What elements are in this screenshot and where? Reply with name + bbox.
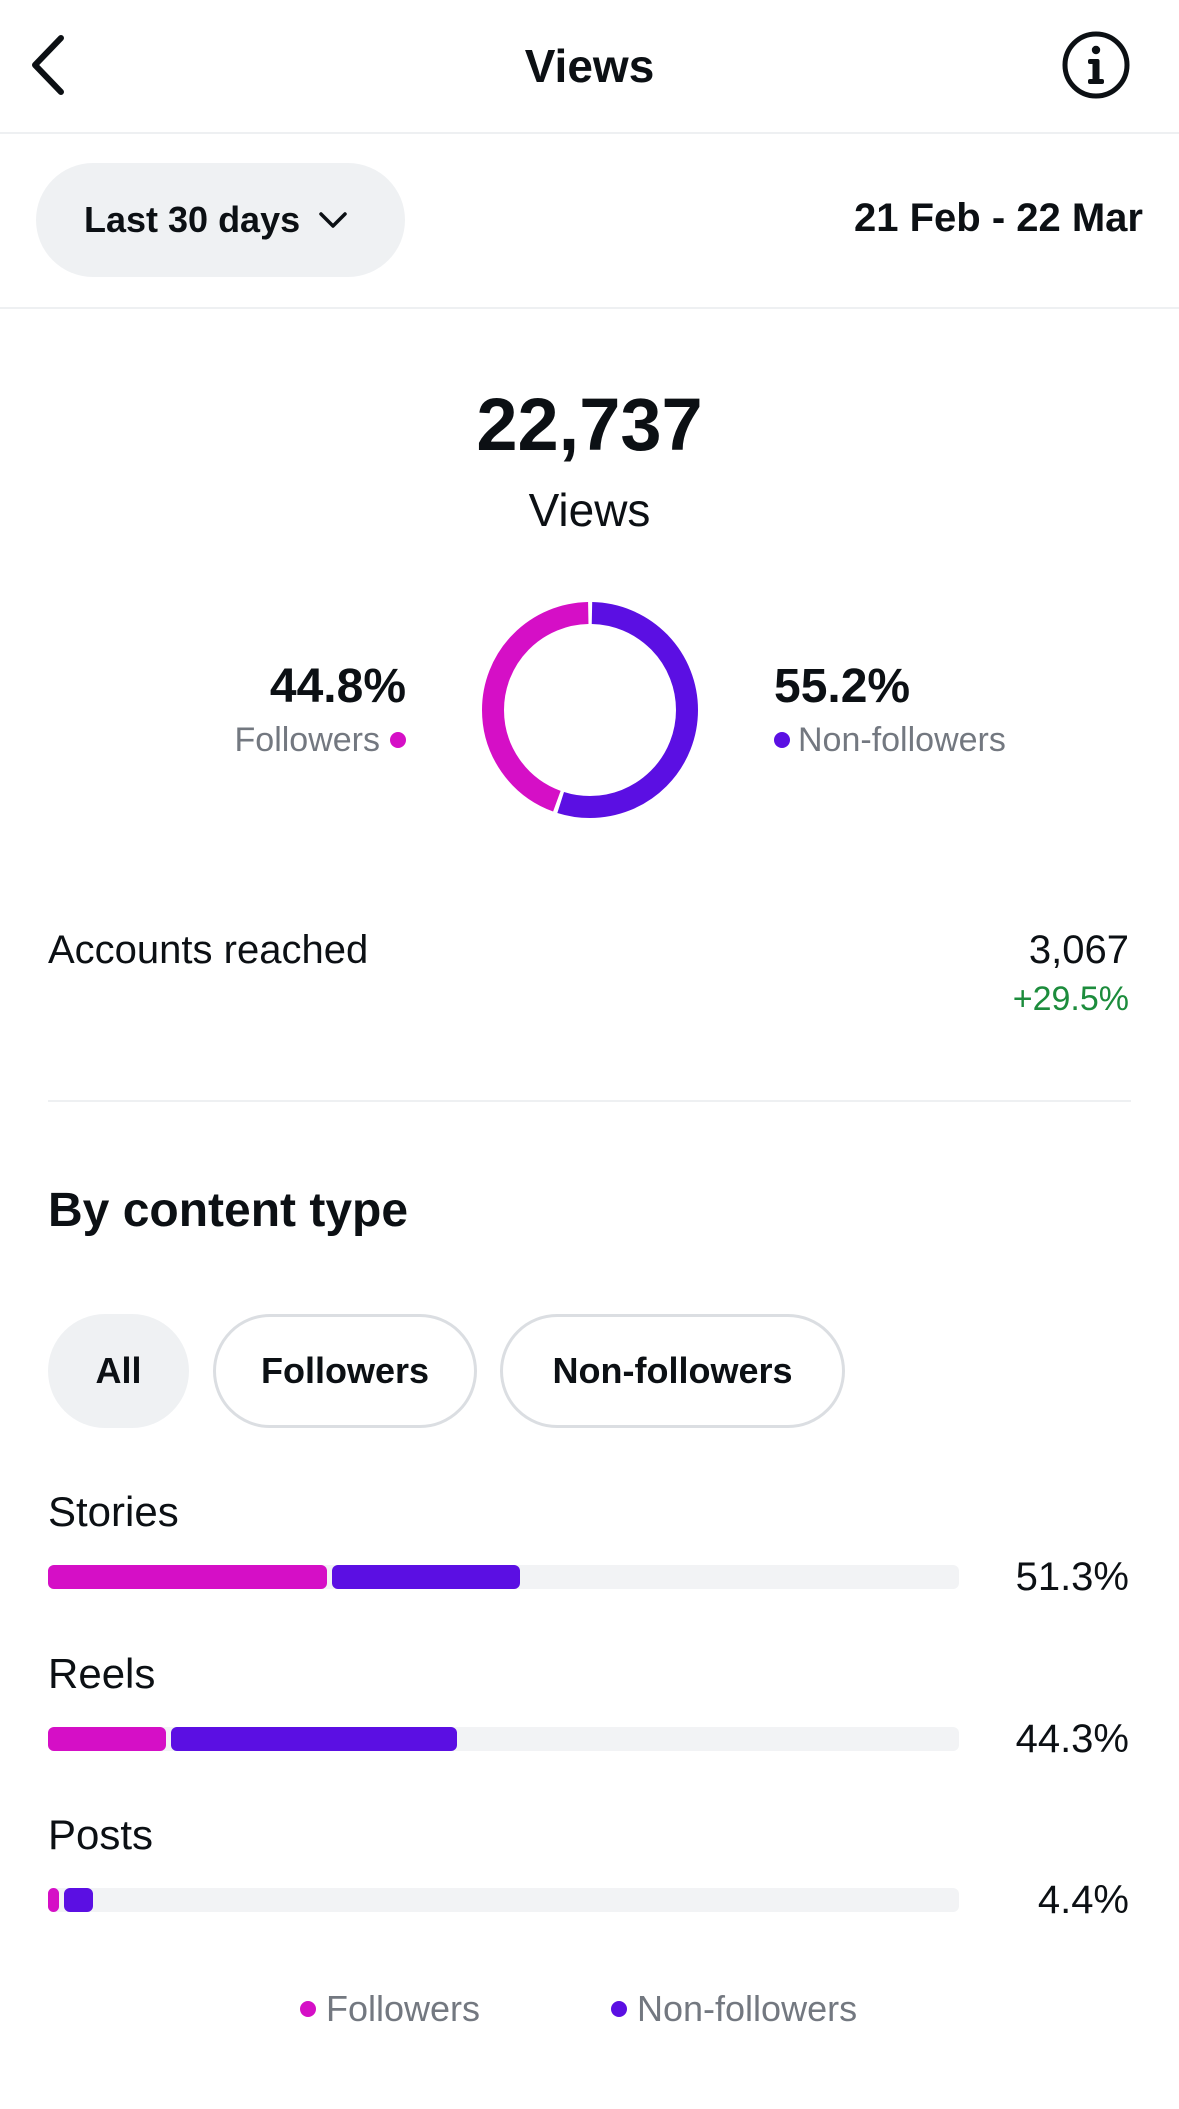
stories-bar (48, 1565, 959, 1589)
reels-percentage: 44.3% (1015, 1717, 1129, 1761)
date-range-text: 21 Feb - 22 Mar (853, 196, 1143, 240)
tab-non-followers[interactable]: Non-followers (500, 1314, 845, 1428)
posts-nonfollowers-segment (63, 1888, 94, 1912)
chevron-down-icon (318, 210, 348, 230)
nonfollowers-percentage: 55.2% (774, 660, 911, 713)
reels-followers-segment (48, 1727, 166, 1751)
accounts-reached-change: +29.5% (1012, 980, 1129, 1018)
stories-nonfollowers-segment (331, 1565, 521, 1589)
divider (0, 307, 1179, 309)
legend-nonfollowers: Non-followers (611, 1986, 857, 2032)
legend-followers-label: Followers (326, 1988, 481, 2029)
tab-all[interactable]: All (48, 1314, 189, 1428)
donut-followers-arc (482, 602, 698, 818)
posts-percentage: 4.4% (1037, 1878, 1129, 1922)
page-title: Views (524, 40, 655, 92)
followers-percentage: 44.8% (269, 660, 406, 713)
followers-dot (300, 2001, 316, 2017)
section-title: By content type (48, 1184, 409, 1237)
divider (48, 1100, 1131, 1102)
legend-followers: Followers (300, 1986, 480, 2032)
nonfollowers-legend-label: Non-followers (774, 718, 1006, 762)
nonfollowers-dot (774, 732, 790, 748)
followers-label-text: Followers (234, 721, 380, 759)
row-label-posts: Posts (48, 1811, 154, 1858)
posts-followers-segment (48, 1888, 59, 1912)
reels-bar (48, 1727, 959, 1751)
donut-nonfollowers-arc (482, 602, 698, 818)
total-views-label: Views (528, 484, 651, 536)
top-bar (0, 0, 1179, 134)
nonfollowers-label-text: Non-followers (798, 721, 1006, 759)
views-donut-chart (474, 594, 706, 826)
accounts-reached-value: 3,067 (1028, 928, 1129, 972)
posts-bar (48, 1888, 959, 1912)
reels-nonfollowers-segment (170, 1727, 457, 1751)
donut-svg (482, 602, 698, 818)
followers-dot (390, 732, 406, 748)
row-label-stories: Stories (48, 1488, 179, 1535)
accounts-reached-label: Accounts reached (48, 928, 369, 972)
row-label-reels: Reels (48, 1650, 156, 1697)
info-button[interactable] (1056, 30, 1136, 100)
legend-nonfollowers-label: Non-followers (637, 1988, 858, 2029)
date-range-selected: Last 30 days (84, 199, 301, 240)
total-views-value: 22,737 (476, 383, 703, 466)
chevron-left-icon (32, 35, 64, 95)
stories-percentage: 51.3% (1015, 1555, 1129, 1599)
back-button[interactable] (18, 30, 78, 100)
tab-followers[interactable]: Followers (213, 1314, 477, 1428)
stories-followers-segment (48, 1565, 327, 1589)
info-icon (1062, 31, 1130, 99)
followers-legend-label: Followers (235, 718, 406, 762)
date-range-dropdown[interactable]: Last 30 days (36, 163, 405, 277)
nonfollowers-dot (611, 2001, 627, 2017)
